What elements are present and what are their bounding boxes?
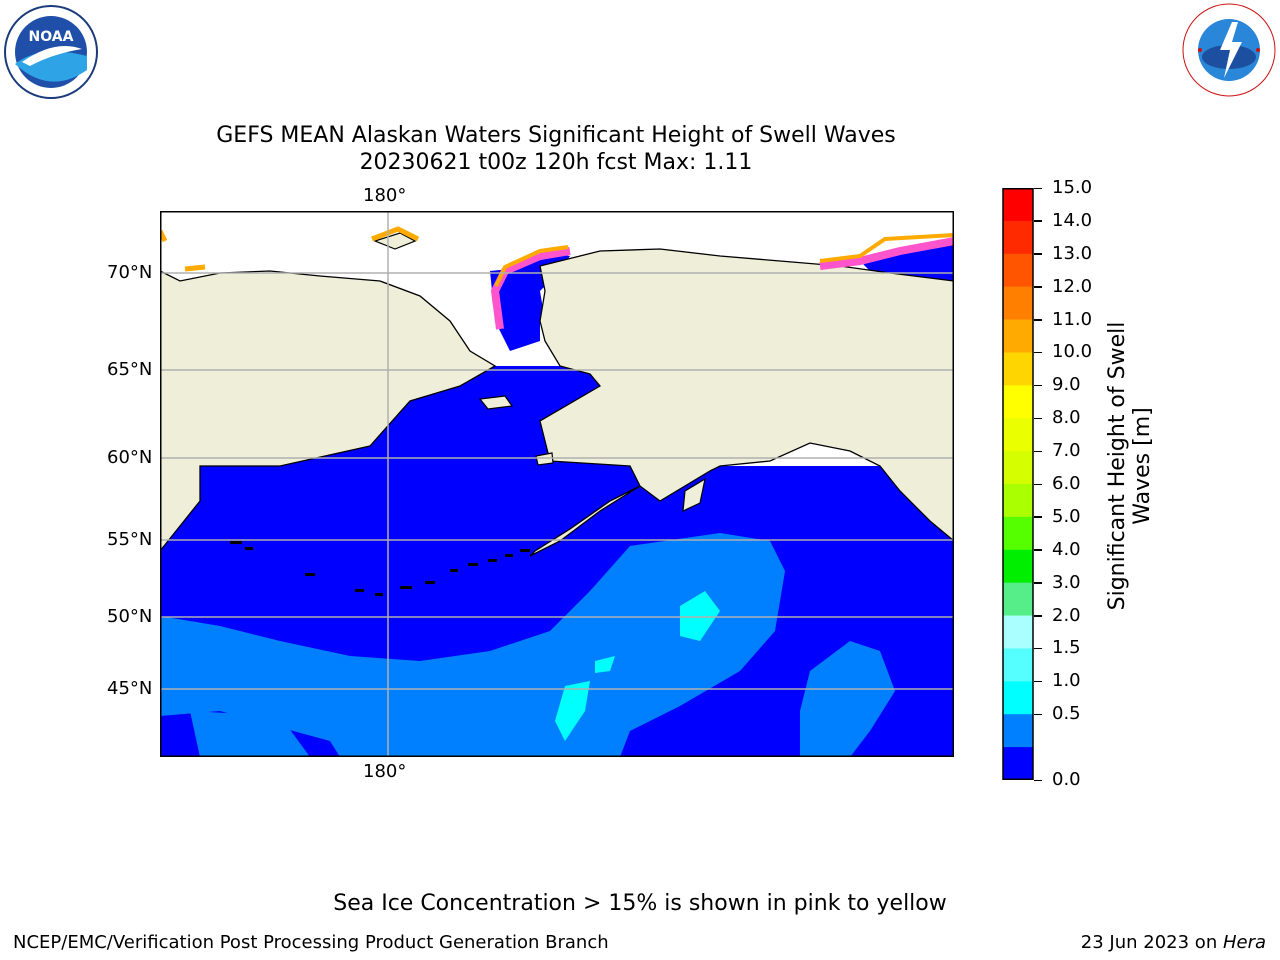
colorbar-segment [1003,648,1033,682]
colorbar-segment [1003,286,1033,321]
colorbar-tick-label: 0.0 [1052,769,1081,790]
lat-label-65: 65°N [107,359,153,380]
sea-ice-chukchi-edge [494,245,569,287]
noaa-logo: NOAA [0,4,102,100]
colorbar-tick-mark [1034,549,1042,551]
noaa-logo-text: NOAA [29,29,74,45]
ocean-mid-blue-south [190,711,310,757]
colorbar-segment [1003,615,1033,649]
colorbar-tick-mark [1034,319,1042,321]
colorbar-label: Significant Height of Swell Waves [m] [1105,306,1155,626]
lat-label-50: 50°N [107,606,153,627]
ocean-mid-blue-east [800,641,895,757]
land-nunivak-island [535,452,554,466]
colorbar-tick-label: 3.0 [1052,571,1081,593]
colorbar-tick-mark [1034,220,1042,222]
colorbar-tick-mark [1034,417,1042,420]
colorbar-tick-label: 9.0 [1052,374,1081,396]
colorbar-tick-label: 11.0 [1052,308,1093,330]
colorbar-segment [1003,747,1033,781]
colorbar-segment [1003,253,1033,288]
colorbar-tick-label: 10.0 [1052,341,1093,363]
colorbar-tick-mark [1034,615,1042,617]
colorbar-tick-label: 7.0 [1052,440,1081,462]
colorbar-segment [1003,220,1033,255]
colorbar-tick-mark [1034,582,1042,584]
colorbar-segment [1003,681,1033,715]
colorbar-tick-mark [1034,351,1042,354]
lat-label-55: 55°N [107,529,153,550]
map-svg [160,211,954,757]
lon-label-top: 180° [363,185,407,206]
chart-title: GEFS MEAN Alaskan Waters Significant Hei… [216,123,896,148]
colorbar-segment [1003,714,1033,748]
ocean-mid-blue [160,533,785,757]
map-gridlines [160,211,954,757]
colorbar-tick-mark [1034,253,1042,255]
date-stamp: 23 Jun 2023 on Hera [1081,932,1266,953]
colorbar-tick-label: 1.0 [1052,670,1081,692]
colorbar-tick-mark [1034,516,1042,518]
colorbar-tick-label: 12.0 [1052,275,1093,297]
colorbar-tick-label: 2.0 [1052,604,1081,626]
colorbar-segment [1003,385,1033,419]
colorbar-segment [1003,582,1033,617]
land-kodiak-island [682,477,706,512]
colorbar-segment [1003,451,1033,485]
colorbar-tick-mark [1034,680,1042,683]
lat-label-70: 70°N [107,262,153,283]
host-text: Hera [1222,932,1266,953]
colorbar-tick-mark [1034,450,1042,453]
colorbar-tick-label: 13.0 [1052,242,1093,264]
colorbar-tick-mark [1034,286,1042,288]
colorbar-tick-label: 5.0 [1052,505,1081,527]
colorbar-svg [1002,188,1034,781]
colorbar-tick-mark [1034,483,1042,485]
sea-ice-beaufort-edge [819,233,954,263]
colorbar-segment [1003,516,1033,551]
colorbar-tick-label: 14.0 [1052,209,1093,231]
colorbar-segment [1003,484,1033,518]
colorbar-tick-mark [1034,647,1042,650]
colorbar-segment [1003,352,1033,386]
colorbar-segment [1003,549,1033,584]
colorbar-tick-label: 6.0 [1052,473,1081,494]
date-text: 23 Jun 2023 on [1080,932,1223,953]
colorbar-tick-mark [1034,187,1042,189]
colorbar-segment [1003,188,1033,222]
sea-ice-wrangel [371,226,420,242]
aleutian-islands [230,541,530,596]
colorbar-tick-label: 8.0 [1052,407,1081,429]
colorbar-tick-label: 0.5 [1052,703,1081,725]
colorbar-frame [1002,188,1034,780]
map-panel [160,211,954,757]
colorbar [1002,188,1034,781]
ocean-cyan-patch-1 [680,591,720,641]
colorbar-tick-label: 1.5 [1052,637,1081,659]
land-st-lawrence-island [478,395,514,410]
colorbar-tick-label: 4.0 [1052,538,1081,560]
map-frame [160,211,954,757]
colorbar-label-text: Significant Height of Swell Waves [m] [1105,321,1155,611]
lat-label-60: 60°N [107,447,153,468]
colorbar-segment [1003,418,1033,452]
sea-ice-note: Sea Ice Concentration > 15% is shown in … [333,891,947,916]
sea-ice-beaufort [819,237,954,270]
colorbar-segment [1003,319,1033,353]
land-alaska-peninsula [529,485,641,557]
nws-logo [1180,2,1278,98]
ocean-cyan-patch-3 [595,656,615,673]
ocean-cyan-patch-2 [555,681,590,741]
colorbar-tick-label: 15.0 [1052,177,1093,198]
credit-text: NCEP/EMC/Verification Post Processing Pr… [13,932,609,953]
lon-label-bottom: 180° [363,761,407,782]
lat-label-45: 45°N [107,678,153,699]
colorbar-tick-mark [1034,779,1042,781]
colorbar-tick-mark [1034,384,1042,387]
colorbar-tick-mark [1034,713,1042,716]
chart-subtitle: 20230621 t00z 120h fcst Max: 1.11 [359,150,753,175]
land-siberia [160,270,497,553]
